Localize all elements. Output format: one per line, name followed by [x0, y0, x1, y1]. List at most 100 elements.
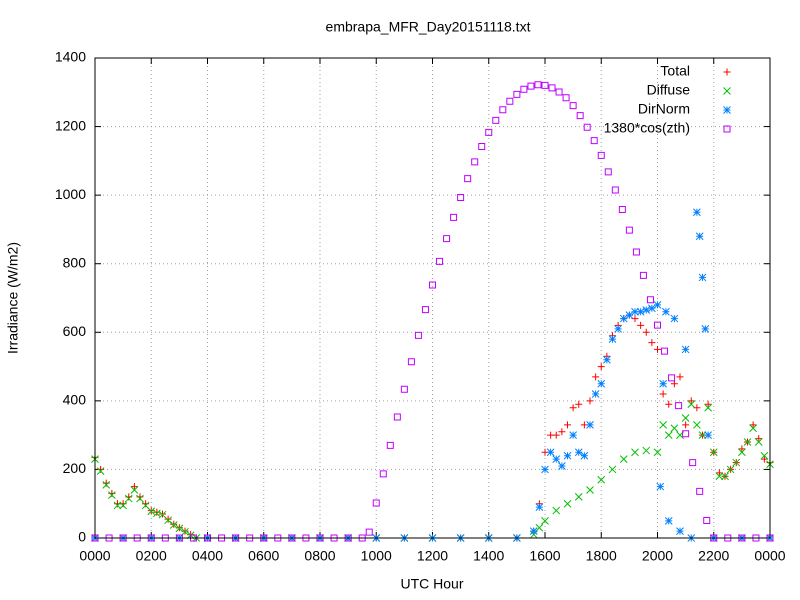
point	[754, 438, 763, 446]
point	[218, 534, 226, 542]
point	[492, 116, 500, 124]
x-tick-label: 0000	[754, 548, 785, 564]
plot-frame	[94, 57, 771, 539]
point	[102, 481, 111, 489]
point	[133, 534, 141, 542]
point	[698, 431, 707, 439]
point	[125, 493, 133, 501]
point	[316, 534, 324, 542]
point	[204, 534, 211, 542]
legend-label: Diffuse	[647, 82, 691, 98]
point	[726, 465, 735, 474]
x-tick-label: 1000	[361, 548, 392, 564]
point	[552, 431, 560, 439]
x-tick-label: 0200	[136, 548, 167, 564]
point	[124, 494, 133, 503]
point	[597, 363, 605, 371]
point	[637, 321, 645, 329]
point	[724, 534, 732, 542]
point	[169, 521, 178, 529]
point	[302, 534, 310, 542]
point	[164, 516, 172, 525]
point	[232, 534, 240, 542]
point	[535, 503, 544, 511]
point	[569, 404, 577, 412]
point	[534, 81, 542, 89]
point	[721, 472, 729, 481]
point	[552, 455, 561, 463]
point	[653, 448, 662, 457]
point	[738, 448, 746, 457]
point	[704, 400, 712, 408]
point	[471, 158, 479, 166]
point	[614, 325, 622, 333]
point	[632, 248, 640, 256]
point	[450, 213, 458, 221]
point	[400, 385, 408, 393]
legend-marker	[723, 106, 731, 114]
y-tick-label: 800	[63, 254, 87, 270]
point	[558, 428, 566, 436]
point	[659, 379, 667, 388]
y-tick-label: 0	[78, 529, 86, 545]
point	[105, 534, 113, 542]
point	[681, 345, 690, 354]
point	[513, 90, 521, 98]
point	[755, 435, 763, 443]
point	[548, 84, 556, 92]
point	[563, 499, 572, 508]
point	[642, 328, 650, 336]
point	[608, 465, 617, 474]
x-tick-label: 1600	[529, 548, 560, 564]
y-tick-label: 400	[63, 392, 87, 408]
point	[288, 534, 296, 542]
point	[597, 151, 605, 159]
point	[580, 451, 589, 460]
point	[478, 142, 486, 150]
point	[659, 390, 667, 398]
point	[586, 421, 594, 429]
point	[715, 472, 724, 481]
point	[541, 517, 549, 525]
point	[175, 534, 183, 542]
point	[485, 128, 493, 136]
x-tick-label: 2000	[642, 548, 673, 564]
point	[597, 475, 606, 484]
y-tick-label: 600	[63, 323, 87, 339]
point	[583, 123, 591, 131]
point	[654, 321, 661, 329]
x-tick-label: 0000	[79, 548, 110, 564]
point	[662, 307, 670, 316]
point	[130, 486, 139, 494]
point	[608, 335, 617, 343]
point	[555, 88, 563, 96]
point	[704, 431, 712, 439]
legend-marker	[723, 125, 731, 133]
point	[136, 494, 144, 503]
legend-label: 1380*cos(zth)	[604, 120, 690, 136]
point	[656, 482, 665, 491]
point	[676, 527, 684, 535]
legend-marker	[723, 68, 731, 76]
legend-marker	[723, 87, 731, 95]
point	[639, 271, 647, 279]
point	[631, 307, 639, 316]
y-tick-label: 1200	[55, 117, 86, 133]
point	[464, 175, 472, 183]
point	[670, 314, 679, 323]
point	[648, 304, 656, 313]
x-tick-label: 0400	[192, 548, 223, 564]
point	[704, 403, 712, 412]
point	[659, 421, 667, 429]
x-axis-label: UTC Hour	[400, 576, 463, 592]
point	[379, 470, 387, 478]
point	[358, 534, 366, 542]
point	[636, 307, 645, 316]
point	[604, 168, 612, 176]
point	[119, 534, 127, 542]
point	[738, 534, 746, 542]
point	[457, 194, 465, 202]
point	[436, 257, 444, 265]
point	[108, 491, 116, 499]
point	[670, 424, 679, 433]
